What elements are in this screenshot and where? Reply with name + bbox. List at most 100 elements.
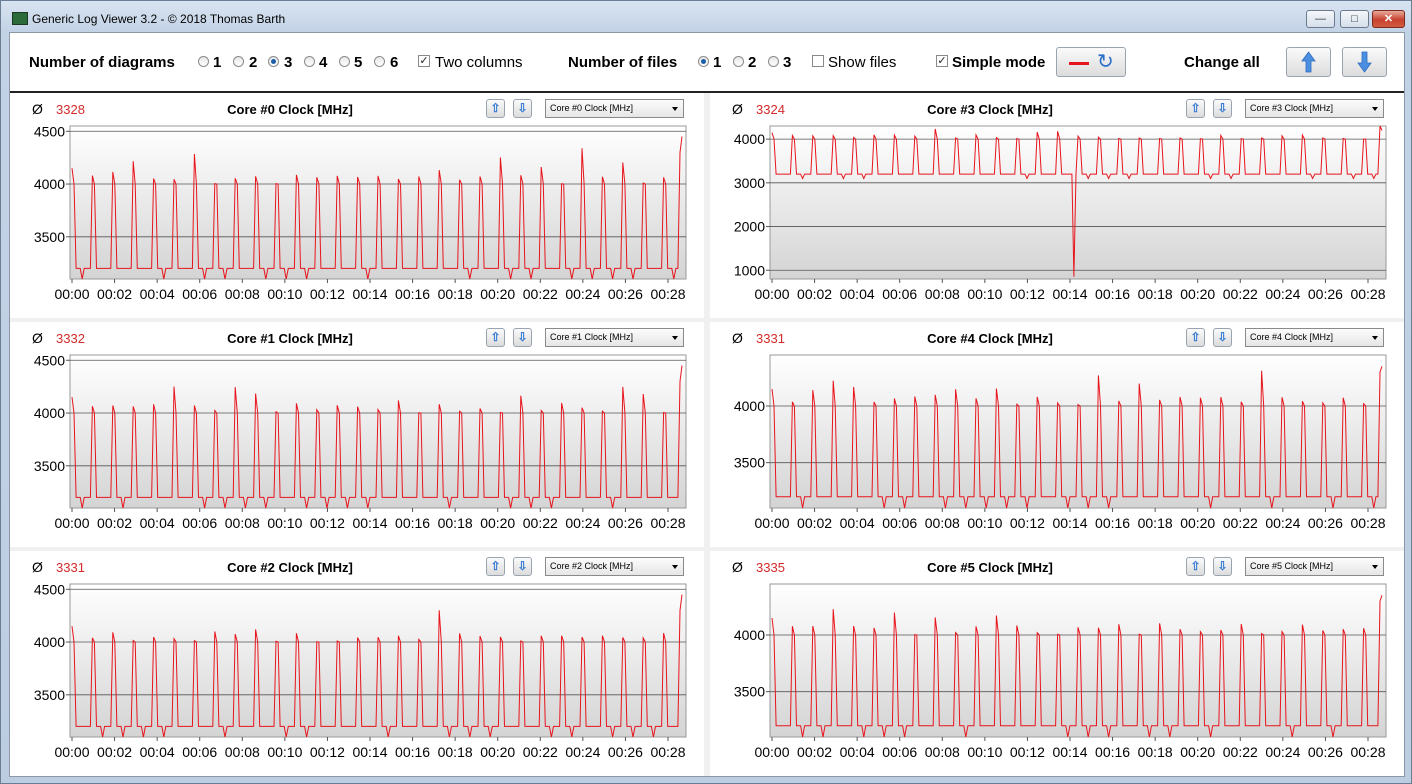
x-tick-label: 00:02 [797, 744, 832, 760]
move-down-button[interactable]: ⇩ [1213, 557, 1232, 576]
x-tick-label: 00:00 [754, 286, 789, 302]
diagrams-radio-1[interactable] [198, 56, 209, 67]
x-tick-label: 00:02 [797, 286, 832, 302]
x-tick-label: 00:22 [1223, 744, 1258, 760]
diagrams-radio-6[interactable] [374, 56, 385, 67]
move-down-button[interactable]: ⇩ [1213, 328, 1232, 347]
files-radio-1[interactable] [698, 56, 709, 67]
title-bar[interactable]: Generic Log Viewer 3.2 - © 2018 Thomas B… [1, 1, 1411, 31]
series-line [71, 594, 683, 738]
diagram-panel: Ø 3335 Core #5 Clock [MHz] ⇧ ⇩ Core #5 Clock … [710, 551, 1404, 776]
diagram-title: Core #2 Clock [MHz] [227, 560, 353, 575]
show-files-checkbox[interactable] [812, 55, 824, 67]
diagrams-radio-5[interactable] [339, 56, 350, 67]
diagram-title: Core #1 Clock [MHz] [227, 331, 353, 346]
x-tick-label: 00:20 [1180, 744, 1215, 760]
diagram-title: Core #3 Clock [MHz] [927, 102, 1053, 117]
chart-svg: 3500 4000 00:00 00:02 00:04 00:06 00:08 00:10 00… [734, 354, 1387, 531]
move-up-button[interactable]: ⇧ [1186, 99, 1205, 118]
series-select[interactable]: Core #5 Clock [MHz] [1245, 557, 1384, 576]
series-select[interactable]: Core #0 Clock [MHz] [545, 99, 684, 118]
x-tick-label: 00:14 [352, 744, 387, 760]
series-select-value: Core #0 Clock [MHz] [550, 103, 634, 113]
y-tick-label: 3000 [734, 175, 765, 191]
x-tick-label: 00:06 [882, 744, 917, 760]
x-tick-label: 00:18 [438, 744, 473, 760]
arrow-down-icon: ⇩ [517, 559, 528, 573]
series-select[interactable]: Core #2 Clock [MHz] [545, 557, 684, 576]
plot-area [69, 354, 687, 509]
series-line [71, 365, 683, 509]
series-select[interactable]: Core #4 Clock [MHz] [1245, 328, 1384, 347]
series-select[interactable]: Core #1 Clock [MHz] [545, 328, 684, 347]
x-tick-label: 00:26 [608, 744, 643, 760]
x-tick-label: 00:24 [1265, 286, 1300, 302]
move-down-button[interactable]: ⇩ [513, 99, 532, 118]
diagram-panel: Ø 3331 Core #4 Clock [MHz] ⇧ ⇩ Core #4 Clock … [710, 322, 1404, 547]
move-down-button[interactable]: ⇩ [1213, 99, 1232, 118]
x-tick-label: 00:22 [1223, 515, 1258, 531]
x-tick-label: 00:22 [523, 515, 558, 531]
x-tick-label: 00:02 [97, 515, 132, 531]
minimize-button[interactable]: — [1306, 10, 1335, 28]
files-radio-3[interactable] [768, 56, 779, 67]
maximize-button[interactable]: □ [1340, 10, 1369, 28]
y-tick-label: 4500 [34, 581, 65, 597]
y-tick-label: 2000 [734, 219, 765, 235]
move-down-button[interactable]: ⇩ [513, 328, 532, 347]
refresh-icon: ↻ [1097, 51, 1114, 73]
average-symbol: Ø [732, 559, 743, 575]
average-symbol: Ø [32, 101, 43, 117]
x-tick-label: 00:04 [140, 286, 175, 302]
move-up-button[interactable]: ⇧ [1186, 328, 1205, 347]
x-tick-label: 00:14 [352, 286, 387, 302]
arrow-up-icon: ⇧ [1190, 101, 1201, 115]
diagrams-radio-4[interactable] [304, 56, 315, 67]
series-select-value: Core #3 Clock [MHz] [1250, 103, 1334, 113]
plot-area [69, 125, 687, 280]
move-down-button[interactable]: ⇩ [513, 557, 532, 576]
x-tick-label: 00:20 [1180, 286, 1215, 302]
move-up-button[interactable]: ⇧ [486, 328, 505, 347]
num-files-label: Number of files [568, 54, 678, 71]
simple-mode-checkbox[interactable]: ✓ [936, 55, 948, 67]
diagram-panel: Ø 3324 Core #3 Clock [MHz] ⇧ ⇩ Core #3 Clock … [710, 93, 1404, 318]
chart-svg: 3500 4000 00:00 00:02 00:04 00:06 00:08 00:10 00… [734, 583, 1387, 760]
num-diagrams-label: Number of diagrams [29, 54, 175, 71]
x-tick-label: 00:20 [1180, 515, 1215, 531]
close-button[interactable]: ✕ [1372, 10, 1405, 28]
series-select[interactable]: Core #3 Clock [MHz] [1245, 99, 1384, 118]
chevron-down-icon [672, 565, 678, 569]
move-up-button[interactable]: ⇧ [486, 557, 505, 576]
x-tick-label: 00:10 [967, 286, 1002, 302]
series-select-value: Core #4 Clock [MHz] [1250, 332, 1334, 342]
x-tick-label: 00:28 [650, 744, 685, 760]
x-tick-label: 00:08 [225, 744, 260, 760]
diagrams-option-label: 4 [319, 54, 328, 71]
client-area: Number of diagrams 1 2 3 4 5 6 ✓ Two col… [9, 32, 1405, 777]
x-tick-label: 00:22 [523, 286, 558, 302]
plot-area [769, 583, 1387, 738]
diagram-title: Core #0 Clock [MHz] [227, 102, 353, 117]
move-up-all-button[interactable] [1286, 47, 1331, 77]
x-tick-label: 00:18 [438, 515, 473, 531]
x-tick-label: 00:26 [608, 515, 643, 531]
x-tick-label: 00:10 [267, 744, 302, 760]
diagrams-radio-2[interactable] [233, 56, 244, 67]
y-tick-label: 4000 [34, 634, 65, 650]
x-tick-label: 00:20 [480, 286, 515, 302]
x-tick-label: 00:10 [967, 515, 1002, 531]
x-tick-label: 00:04 [840, 744, 875, 760]
diagrams-radio-3[interactable] [268, 56, 279, 67]
files-radio-2[interactable] [733, 56, 744, 67]
average-value: 3332 [56, 331, 85, 346]
x-tick-label: 00:24 [1265, 744, 1300, 760]
move-up-button[interactable]: ⇧ [486, 99, 505, 118]
two-columns-checkbox[interactable]: ✓ [418, 55, 430, 67]
y-tick-label: 4000 [34, 405, 65, 421]
series-color-refresh-button[interactable]: ↻ [1056, 47, 1126, 77]
move-down-all-button[interactable] [1342, 47, 1387, 77]
x-tick-label: 00:28 [650, 515, 685, 531]
move-up-button[interactable]: ⇧ [1186, 557, 1205, 576]
